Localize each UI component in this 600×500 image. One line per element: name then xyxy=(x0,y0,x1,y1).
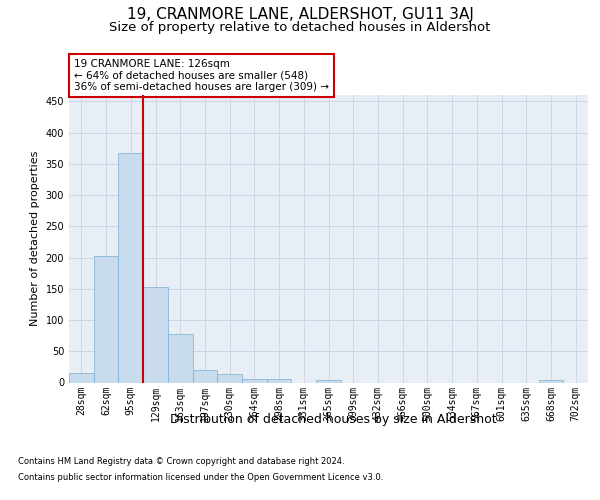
Text: Contains HM Land Registry data © Crown copyright and database right 2024.: Contains HM Land Registry data © Crown c… xyxy=(18,458,344,466)
Bar xyxy=(69,372,94,382)
Bar xyxy=(168,334,193,382)
Bar xyxy=(539,380,563,382)
Text: Size of property relative to detached houses in Aldershot: Size of property relative to detached ho… xyxy=(109,21,491,34)
Bar xyxy=(316,380,341,382)
Y-axis label: Number of detached properties: Number of detached properties xyxy=(30,151,40,326)
Text: Contains public sector information licensed under the Open Government Licence v3: Contains public sector information licen… xyxy=(18,472,383,482)
Bar xyxy=(217,374,242,382)
Bar xyxy=(94,256,118,382)
Bar xyxy=(193,370,217,382)
Bar xyxy=(118,152,143,382)
Bar xyxy=(143,287,168,382)
Bar xyxy=(267,380,292,382)
Text: 19, CRANMORE LANE, ALDERSHOT, GU11 3AJ: 19, CRANMORE LANE, ALDERSHOT, GU11 3AJ xyxy=(127,8,473,22)
Text: 19 CRANMORE LANE: 126sqm
← 64% of detached houses are smaller (548)
36% of semi-: 19 CRANMORE LANE: 126sqm ← 64% of detach… xyxy=(74,59,329,92)
Text: Distribution of detached houses by size in Aldershot: Distribution of detached houses by size … xyxy=(170,412,496,426)
Bar xyxy=(242,379,267,382)
